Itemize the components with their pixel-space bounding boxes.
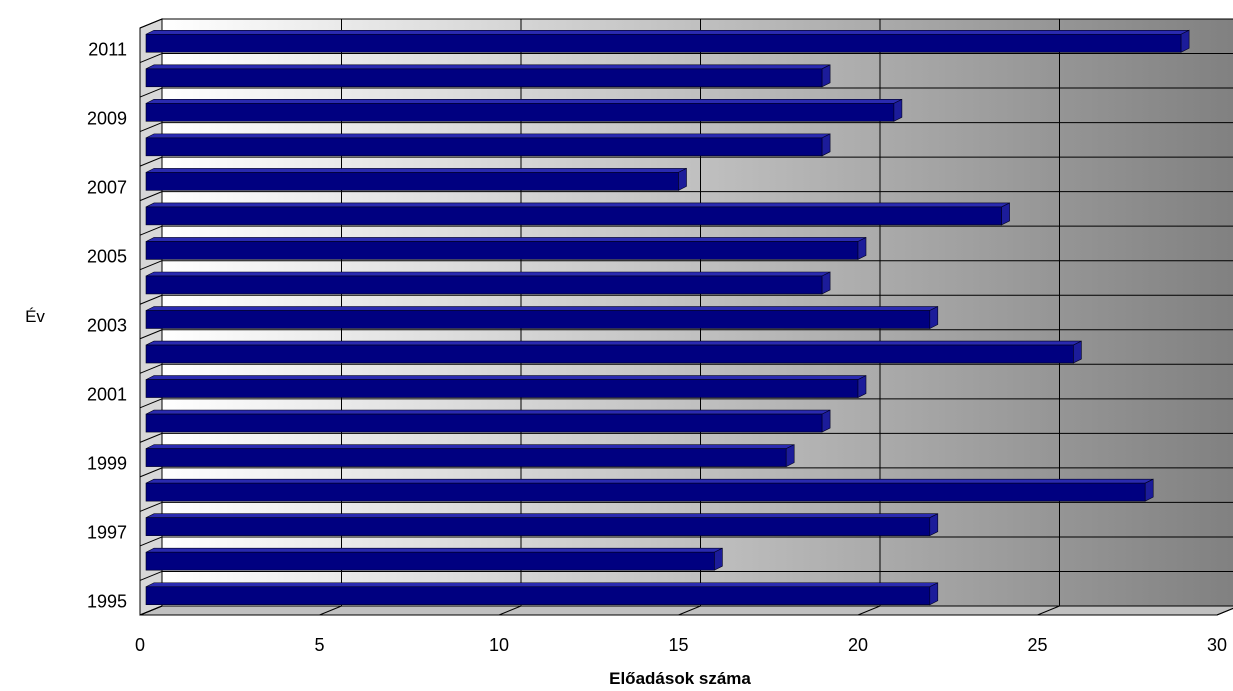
bar (146, 445, 794, 467)
y-tick-label: 1999 (87, 454, 127, 474)
bar (146, 272, 830, 294)
y-tick-label: 2009 (87, 108, 127, 128)
y-tick-label: 2003 (87, 316, 127, 336)
bar (146, 514, 938, 536)
floor (140, 606, 1233, 615)
bar (146, 410, 830, 432)
bar (146, 134, 830, 156)
x-axis-title: Előadások száma (609, 669, 751, 688)
bar (146, 203, 1010, 225)
bar (146, 341, 1081, 363)
y-axis-ticks: 1995 1997 1999 2001 2003 2005 2007 2009 2011 (87, 39, 127, 611)
bar (146, 30, 1189, 52)
x-tick-label: 5 (314, 635, 324, 655)
bar (146, 237, 866, 259)
bar (146, 168, 687, 190)
y-tick-label: 1997 (87, 523, 127, 543)
bar (146, 548, 722, 570)
bar (146, 65, 830, 87)
x-tick-label: 25 (1027, 635, 1047, 655)
bar (146, 307, 938, 329)
y-tick-label: 2005 (87, 246, 127, 266)
bar (146, 583, 938, 605)
y-tick-label: 2007 (87, 177, 127, 197)
y-tick-label: 2011 (88, 39, 127, 59)
x-tick-label: 15 (668, 635, 688, 655)
bar (146, 479, 1153, 501)
bar (146, 376, 866, 398)
x-tick-label: 0 (135, 635, 145, 655)
y-tick-label: 2001 (87, 385, 127, 405)
x-tick-label: 30 (1207, 635, 1227, 655)
x-axis-ticks: 0 5 10 15 20 25 30 (135, 635, 1227, 655)
y-axis-title: Év (25, 307, 45, 326)
bar (146, 99, 902, 121)
x-tick-label: 10 (489, 635, 509, 655)
y-tick-label: 1995 (87, 592, 127, 612)
x-tick-label: 20 (848, 635, 868, 655)
